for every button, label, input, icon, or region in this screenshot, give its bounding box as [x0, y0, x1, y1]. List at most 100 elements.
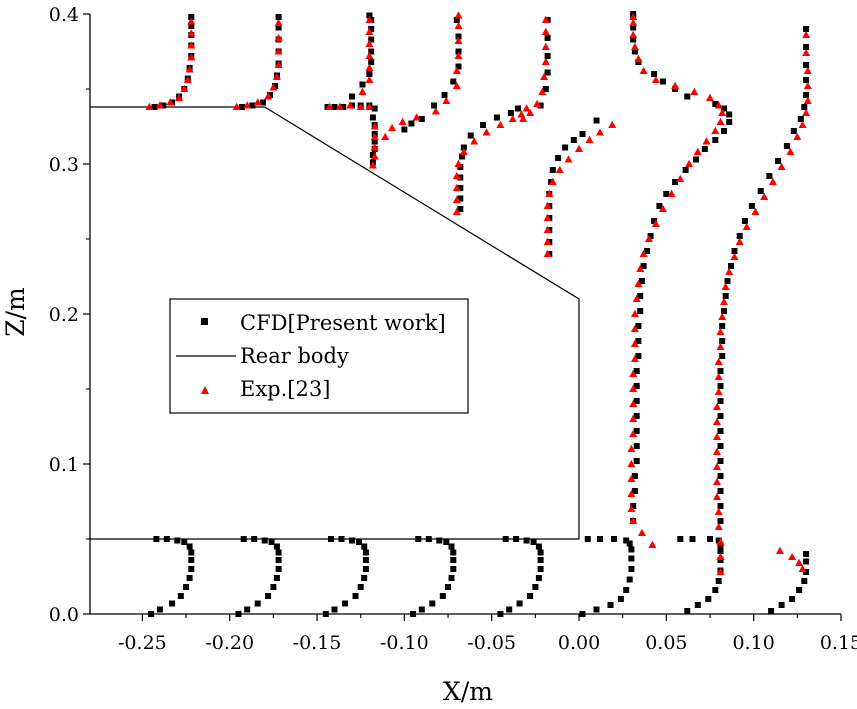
- cfd-point: [366, 71, 373, 77]
- cfd-point: [261, 537, 268, 544]
- cfd-point: [677, 536, 684, 542]
- cfd-point: [361, 575, 368, 581]
- cfd-point: [368, 26, 375, 32]
- cfd-point: [549, 167, 556, 173]
- x-tick-label: 0.10: [733, 632, 775, 654]
- legend-exp-marker: [201, 386, 209, 394]
- exp-point: [629, 516, 638, 524]
- cfd-point: [717, 428, 724, 434]
- cfd-point: [359, 81, 366, 88]
- cfd-point: [275, 24, 282, 31]
- cfd-point: [623, 587, 630, 593]
- y-tick-label: 0.0: [49, 604, 79, 626]
- exp-point: [496, 120, 505, 128]
- cfd-point: [651, 218, 658, 224]
- cfd-point: [707, 536, 713, 542]
- cfd-point: [593, 606, 600, 613]
- cfd-point: [331, 104, 338, 110]
- exp-point: [533, 99, 542, 107]
- cfd-point: [238, 104, 245, 110]
- cfd-point: [689, 536, 696, 542]
- exp-point: [716, 327, 725, 335]
- cfd-point: [640, 263, 647, 269]
- cfd-point: [270, 584, 277, 590]
- cfd-point: [721, 128, 727, 134]
- exp-point: [630, 42, 639, 50]
- exp-point: [629, 414, 638, 422]
- cfd-point: [728, 263, 734, 269]
- cfd-point: [516, 600, 523, 607]
- exp-point: [274, 18, 283, 26]
- exp-point: [798, 120, 807, 128]
- cfd-point: [801, 578, 808, 584]
- cfd-point: [459, 153, 465, 160]
- cfd-point: [722, 293, 729, 299]
- cfd-point: [418, 606, 425, 613]
- exp-point: [274, 33, 283, 41]
- cfd-point: [712, 137, 719, 143]
- legend-cfd-marker: [201, 318, 208, 325]
- cfd-point: [151, 104, 158, 110]
- exp-point: [632, 294, 641, 302]
- exp-point: [365, 39, 374, 47]
- cfd-point: [630, 503, 637, 509]
- exp-point: [644, 234, 653, 242]
- cfd-point: [448, 575, 455, 581]
- cfd-point: [768, 608, 775, 614]
- exp-point: [768, 177, 777, 185]
- cfd-point: [272, 83, 279, 89]
- exp-point: [187, 29, 196, 37]
- exp-point: [630, 309, 639, 317]
- exp-point: [243, 101, 252, 109]
- cfd-point: [186, 575, 193, 581]
- exp-point: [452, 207, 461, 215]
- cfd-point: [717, 383, 724, 389]
- cfd-point: [803, 551, 810, 557]
- cfd-point: [369, 152, 376, 158]
- cfd-point: [362, 566, 369, 572]
- exp-point: [269, 83, 278, 91]
- cfd-point: [268, 539, 275, 545]
- exp-point: [713, 492, 721, 500]
- cfd-point: [240, 536, 247, 542]
- cfd-point: [778, 602, 785, 608]
- cfd-point: [371, 105, 378, 112]
- exp-point: [365, 27, 374, 35]
- x-tick-label: -0.25: [118, 632, 167, 654]
- cfd-point: [731, 248, 738, 254]
- cfd-point: [513, 536, 520, 542]
- exp-point: [454, 51, 463, 59]
- cfd-point: [593, 117, 600, 124]
- cfd-point: [684, 93, 691, 100]
- cfd-point: [415, 536, 422, 542]
- exp-point: [711, 126, 720, 134]
- cfd-point: [724, 278, 731, 284]
- exp-point: [713, 447, 721, 455]
- exp-point: [713, 432, 721, 440]
- exp-point: [714, 101, 723, 109]
- exp-point: [454, 36, 463, 44]
- exp-point: [608, 120, 617, 128]
- cfd-point: [630, 24, 637, 31]
- exp-point: [381, 132, 390, 140]
- cfd-point: [789, 596, 796, 602]
- cfd-point: [783, 143, 790, 149]
- cfd-point: [635, 353, 642, 359]
- cfd-point: [544, 53, 551, 59]
- exp-point: [803, 66, 812, 74]
- exp-point: [356, 102, 365, 110]
- exp-point: [543, 201, 552, 209]
- cfd-point: [717, 488, 724, 494]
- exp-point: [365, 63, 374, 71]
- exp-point: [693, 147, 702, 155]
- cfd-point: [356, 539, 362, 545]
- exp-point: [538, 87, 547, 95]
- cfd-point: [717, 518, 724, 524]
- exp-point: [630, 339, 639, 347]
- exp-point: [629, 399, 638, 407]
- cfd-point: [480, 122, 486, 128]
- cfd-point: [493, 114, 500, 121]
- cfd-point: [635, 338, 642, 344]
- exp-point: [788, 552, 797, 560]
